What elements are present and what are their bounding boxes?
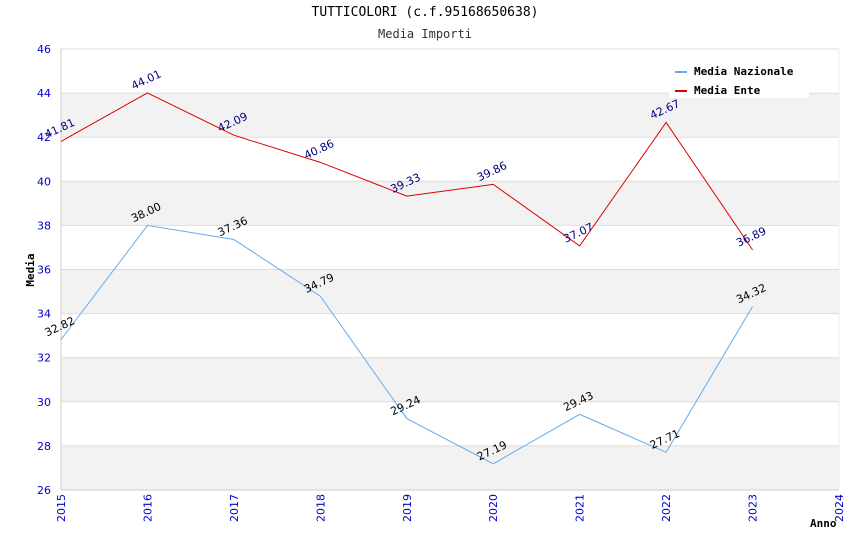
- y-axis-ticks: 26 28 30 32 34 36 38 40 42 44 46: [37, 43, 51, 497]
- chart-title: TUTTICOLORI (c.f.95168650638): [311, 5, 539, 20]
- y-tick-label: 46: [37, 43, 51, 56]
- grid-lines: [60, 48, 840, 491]
- x-tick-label: 2017: [228, 494, 241, 522]
- grid-band: [61, 357, 839, 402]
- grid-bands: [61, 49, 839, 490]
- x-tick-label: 2016: [141, 494, 154, 522]
- y-tick-label: 44: [37, 87, 51, 100]
- x-tick-label: 2020: [487, 494, 500, 522]
- x-tick-label: 2023: [747, 494, 760, 522]
- x-tick-label: 2024: [833, 494, 846, 522]
- chart-subtitle: Media Importi: [378, 27, 472, 41]
- x-tick-label: 2021: [574, 494, 587, 522]
- legend-box: [669, 60, 809, 98]
- grid-band: [61, 401, 839, 446]
- y-tick-label: 42: [37, 131, 51, 144]
- grid-band: [61, 93, 839, 138]
- legend: Media Nazionale Media Ente: [669, 60, 809, 98]
- y-tick-label: 30: [37, 396, 51, 409]
- series-lines: [60, 92, 753, 465]
- grid-band: [61, 445, 839, 490]
- series-line-media-ente: [60, 92, 753, 251]
- y-tick-label: 36: [37, 264, 51, 277]
- x-tick-label: 2015: [55, 494, 68, 522]
- legend-label: Media Nazionale: [694, 65, 794, 78]
- y-tick-label: 38: [37, 219, 51, 232]
- legend-label: Media Ente: [694, 84, 761, 97]
- x-tick-label: 2018: [314, 494, 327, 522]
- grid-band: [61, 181, 839, 226]
- x-tick-label: 2019: [401, 494, 414, 522]
- grid-band: [61, 225, 839, 270]
- y-axis-label: Media: [24, 253, 37, 286]
- grid-band: [61, 269, 839, 314]
- y-tick-label: 26: [37, 484, 51, 497]
- y-tick-label: 40: [37, 175, 51, 188]
- x-axis-ticks: 2015 2016 2017 2018 2019 2020 2021 2022 2023 2024: [55, 494, 846, 522]
- grid-band: [61, 313, 839, 358]
- series-line-media-nazionale: [60, 224, 753, 465]
- y-tick-label: 28: [37, 440, 51, 453]
- grid-band: [61, 137, 839, 182]
- x-tick-label: 2022: [660, 494, 673, 522]
- y-tick-label: 32: [37, 352, 51, 365]
- x-axis-label: Anno: [810, 517, 837, 530]
- y-tick-label: 34: [37, 308, 51, 321]
